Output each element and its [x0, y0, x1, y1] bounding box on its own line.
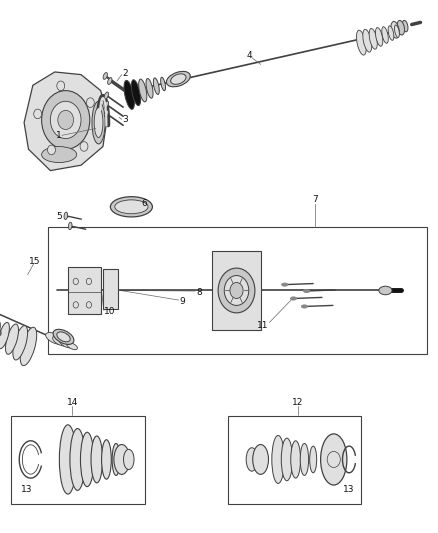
Ellipse shape: [124, 80, 134, 109]
Circle shape: [218, 268, 255, 313]
Text: 5: 5: [56, 213, 62, 221]
Ellipse shape: [70, 429, 85, 490]
Text: 13: 13: [21, 485, 32, 494]
Ellipse shape: [395, 25, 399, 37]
Ellipse shape: [291, 441, 300, 478]
Ellipse shape: [161, 77, 166, 91]
Ellipse shape: [375, 28, 383, 46]
Ellipse shape: [108, 78, 112, 84]
Ellipse shape: [91, 436, 102, 483]
Text: 10: 10: [104, 308, 115, 316]
Circle shape: [34, 109, 42, 119]
Ellipse shape: [0, 321, 1, 336]
Ellipse shape: [166, 71, 190, 87]
Text: 1: 1: [56, 132, 62, 140]
Ellipse shape: [104, 110, 109, 117]
Ellipse shape: [301, 305, 307, 308]
Ellipse shape: [153, 78, 159, 94]
Ellipse shape: [282, 283, 288, 286]
Ellipse shape: [112, 443, 120, 475]
Ellipse shape: [6, 324, 18, 354]
Ellipse shape: [13, 326, 28, 360]
Ellipse shape: [171, 74, 186, 84]
Circle shape: [57, 81, 65, 91]
Circle shape: [47, 145, 55, 155]
Circle shape: [86, 98, 94, 108]
Ellipse shape: [94, 108, 103, 138]
Ellipse shape: [104, 92, 109, 99]
Ellipse shape: [246, 448, 258, 471]
Circle shape: [42, 91, 90, 149]
Ellipse shape: [379, 286, 392, 295]
Ellipse shape: [57, 332, 70, 342]
Ellipse shape: [104, 101, 109, 108]
Ellipse shape: [115, 200, 148, 214]
Bar: [103, 269, 118, 309]
Circle shape: [230, 282, 243, 298]
Ellipse shape: [114, 445, 130, 474]
Bar: [48, 227, 427, 354]
Text: 9: 9: [179, 297, 185, 305]
Ellipse shape: [310, 446, 317, 473]
Ellipse shape: [253, 445, 268, 474]
Ellipse shape: [281, 438, 293, 481]
Ellipse shape: [146, 78, 153, 98]
Ellipse shape: [42, 147, 77, 163]
Ellipse shape: [110, 197, 152, 217]
Ellipse shape: [102, 440, 111, 479]
Ellipse shape: [403, 20, 408, 32]
Polygon shape: [24, 72, 107, 171]
Ellipse shape: [92, 101, 105, 144]
Ellipse shape: [53, 329, 74, 344]
Ellipse shape: [131, 80, 141, 106]
Ellipse shape: [67, 343, 78, 350]
Ellipse shape: [20, 327, 37, 366]
Ellipse shape: [363, 29, 372, 52]
Ellipse shape: [0, 322, 9, 349]
Text: 15: 15: [29, 257, 41, 265]
Text: 7: 7: [312, 196, 318, 204]
Ellipse shape: [272, 435, 284, 483]
Ellipse shape: [321, 434, 347, 485]
Ellipse shape: [53, 336, 68, 346]
Ellipse shape: [46, 333, 64, 344]
Ellipse shape: [68, 222, 72, 230]
Text: 8: 8: [196, 288, 202, 296]
Ellipse shape: [59, 425, 76, 494]
Circle shape: [58, 110, 74, 130]
Text: 6: 6: [141, 199, 148, 208]
Text: 4: 4: [247, 52, 252, 60]
Ellipse shape: [369, 28, 377, 49]
Text: 12: 12: [292, 398, 304, 407]
Circle shape: [224, 276, 249, 305]
Ellipse shape: [139, 79, 147, 102]
Ellipse shape: [397, 20, 405, 35]
Ellipse shape: [304, 289, 310, 293]
Bar: [212, 251, 261, 330]
Ellipse shape: [64, 212, 67, 220]
Ellipse shape: [300, 443, 309, 475]
Bar: [11, 416, 145, 504]
Text: 13: 13: [343, 485, 354, 494]
Ellipse shape: [124, 449, 134, 470]
Text: 3: 3: [122, 115, 128, 124]
Circle shape: [80, 142, 88, 151]
Circle shape: [50, 101, 81, 139]
Ellipse shape: [382, 27, 389, 43]
Bar: [228, 416, 361, 504]
Text: 11: 11: [257, 321, 268, 329]
Ellipse shape: [388, 26, 394, 41]
Ellipse shape: [290, 297, 297, 300]
Ellipse shape: [357, 30, 366, 55]
Ellipse shape: [391, 21, 399, 38]
Ellipse shape: [60, 339, 73, 348]
Text: 2: 2: [122, 69, 127, 77]
Text: 14: 14: [67, 398, 78, 407]
Bar: [68, 266, 101, 314]
Ellipse shape: [103, 72, 107, 79]
Ellipse shape: [81, 432, 94, 487]
